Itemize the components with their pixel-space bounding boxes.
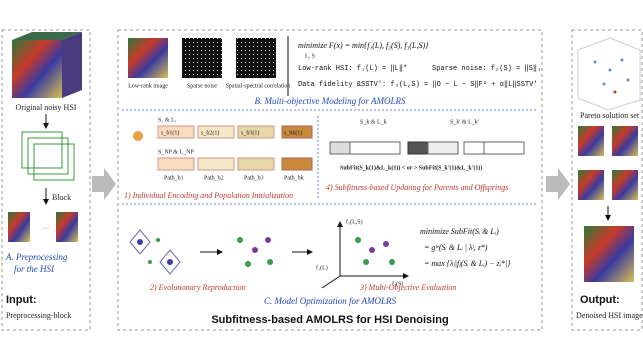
cell-label: s_b3(1) xyxy=(241,129,259,136)
low-rank-image xyxy=(128,38,168,78)
eval-line: = max {λⱼ|fⱼ(Sᵢ & Lᵢ) − zⱼ*|} xyxy=(424,259,511,268)
correlation-image xyxy=(236,38,276,78)
caption: Block xyxy=(52,193,71,202)
flow-arrow xyxy=(92,168,116,200)
fidelity-term: Data fidelity &SSTV': f₃(L,S) = ‖O − L −… xyxy=(298,81,538,89)
rule: SubFit(S_k(1)&L_k(1)) < or > SubFit(S_k'… xyxy=(340,164,482,171)
label: S_NP & L_NP xyxy=(158,149,194,155)
label: S₁ & L₁ xyxy=(158,117,177,123)
sparse-noise-image xyxy=(182,38,222,78)
caption: Original noisy HSI xyxy=(16,103,77,112)
flow-arrow xyxy=(546,168,570,200)
objective: minimize F(x) = min{f₁(L), f₂(S), f₃(L,S… xyxy=(298,41,429,50)
updating: S_k & L_k S_k' & L_k' SubFit(S_k(1)&L_k(… xyxy=(330,119,524,171)
eval-line: minimize SubFit(Sᵢ & Lᵢ) xyxy=(420,227,499,236)
section-title: C. Model Optimization for AMOLRS xyxy=(264,296,397,306)
cube-side xyxy=(62,32,82,98)
step-label: 1) Individual Encoding and Population In… xyxy=(124,191,293,200)
reproduction xyxy=(130,230,312,274)
block-cube xyxy=(56,212,78,242)
step-label: 2) Evolutionary Reproduction xyxy=(150,283,246,292)
solution-cube xyxy=(578,170,604,200)
encoding: S₁ & L₁ S_NP & L_NP s_b1(1) s_b2(1) s_b3… xyxy=(133,117,312,181)
path-label: Path_b1 xyxy=(164,175,184,181)
solution-cube xyxy=(612,126,638,156)
path-label: Path_b2 xyxy=(204,175,224,181)
label: S_k & L_k xyxy=(360,119,387,125)
subheading: Denoised HSI image xyxy=(576,311,643,320)
block-cube xyxy=(8,212,30,242)
cell-label: s_b1(1) xyxy=(161,129,179,136)
solution-cube xyxy=(612,170,638,200)
noisy-hsi xyxy=(12,40,62,98)
path-label: Path_bk xyxy=(284,175,304,181)
cell-label: s_bk(1) xyxy=(284,129,302,136)
path-label: Path_b3 xyxy=(244,175,264,181)
step-title: for the HSI xyxy=(14,264,55,274)
diagram-title: Subfitness-based AMOLRS for HSI Denoisin… xyxy=(211,314,448,326)
caption: Pareto solution set xyxy=(580,111,640,120)
ellipsis: … xyxy=(43,224,49,230)
page: {"input":{"image_label":"Original noisy … xyxy=(0,0,643,337)
step-label: 3) Multi-Objective Evaluation xyxy=(359,283,456,292)
axis-label: f₃(L,S) xyxy=(346,218,363,225)
cell-label: s_b2(1) xyxy=(201,129,219,136)
denoised-hsi xyxy=(584,226,634,282)
low-rank-term: Low-rank HSI: f₁(L) = ‖L‖* xyxy=(298,65,407,73)
label: S_k' & L_k' xyxy=(450,119,479,125)
caption: Sparse noise xyxy=(187,83,217,89)
pareto-plot xyxy=(578,38,640,110)
step-title: A. Preprocessing xyxy=(5,252,68,262)
blocks xyxy=(22,132,74,180)
objective-sub: L, S xyxy=(305,53,315,59)
solution-cube xyxy=(578,126,604,156)
node xyxy=(133,131,143,141)
heading: Input: xyxy=(6,294,37,306)
step-label: 4) Subfitness-based Updating for Parents… xyxy=(326,183,508,192)
heading: Output: xyxy=(580,294,620,306)
evaluation: f₃(L,S) f₁(L) f₂(S) minimize SubFit(Sᵢ &… xyxy=(316,218,511,288)
diagram: Original noisy HSI Block … A. Preprocess… xyxy=(0,0,643,337)
sparse-term: Sparse noise: f₂(S) = ‖S‖₁ xyxy=(432,65,541,73)
eval-line: = gᵗᵉ(Sᵢ & Lᵢ | λʲ, z*) xyxy=(424,243,488,252)
subheading: Preprocessing-block xyxy=(6,311,71,320)
caption: Low-rank image xyxy=(128,83,168,89)
section-title: B. Multi-objective Modeling for AMOLRS xyxy=(254,96,406,106)
caption: Spatial-spectral correlation xyxy=(226,83,291,89)
axis-label: f₁(L) xyxy=(316,264,328,271)
